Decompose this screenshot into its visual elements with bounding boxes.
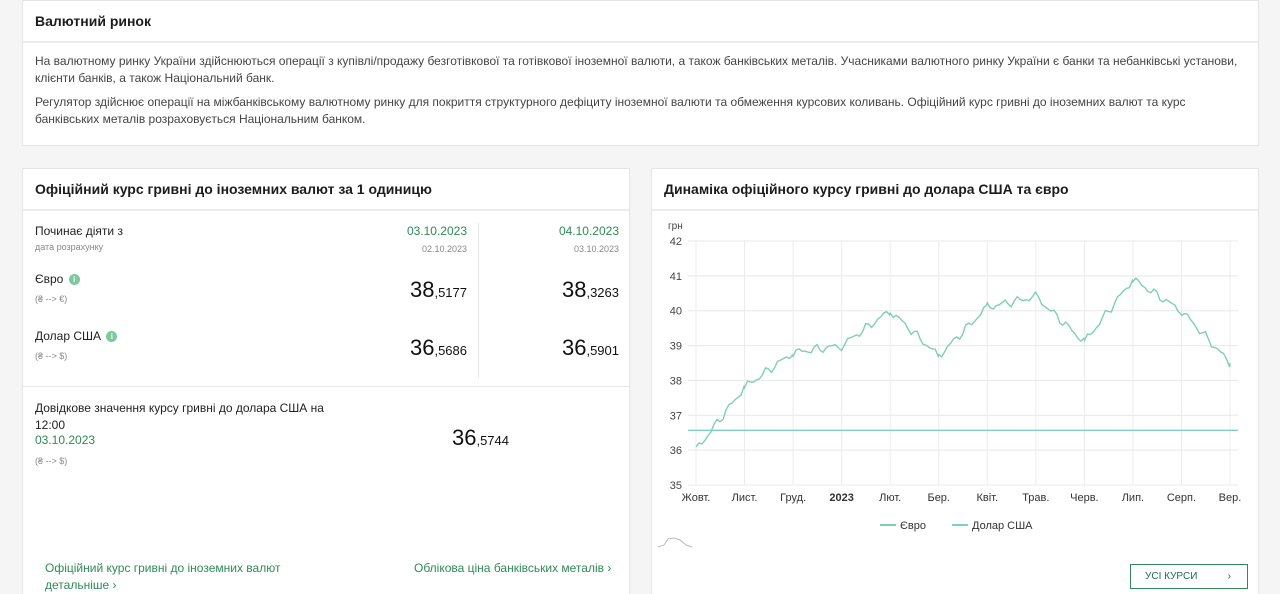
y-tick-label: 41	[670, 271, 682, 283]
usd-rate-col2-dec: ,5901	[586, 343, 619, 358]
usd-rate-col2: 36,5901	[515, 335, 619, 361]
usd-label: Долар США	[35, 329, 102, 343]
ref-rate-label: Довідкове значення курсу гривні до долар…	[35, 400, 335, 434]
x-tick-label: Лист.	[732, 492, 758, 504]
x-tick-label: Бер.	[927, 492, 950, 504]
y-tick-label: 38	[670, 375, 682, 387]
x-tick-label: Квіт.	[976, 492, 998, 504]
chevron-right-icon: ›	[1227, 571, 1231, 582]
bank-metals-link[interactable]: Облікова ціна банківських металів ›	[414, 561, 612, 575]
col2-calc-date: 03.10.2023	[573, 244, 619, 254]
y-tick-label: 35	[670, 480, 682, 492]
col1-effective-date: 03.10.2023	[406, 224, 467, 238]
info-icon[interactable]: i	[68, 274, 80, 286]
eur-label: Євро	[35, 272, 64, 286]
x-tick-label: Лют.	[879, 492, 901, 504]
usd-rate-col2-int: 36	[561, 335, 587, 360]
col1-calc-date: 02.10.2023	[421, 244, 467, 254]
info-icon[interactable]: i	[106, 331, 118, 343]
y-tick-label: 40	[670, 306, 682, 318]
y-tick-label: 42	[670, 236, 682, 248]
market-intro-title: Валютний ринок	[23, 1, 1258, 43]
usd-rate-col1-dec: ,5686	[434, 343, 467, 358]
official-rates-link-line1[interactable]: Офіційний курс гривні до іноземних валют	[45, 561, 281, 575]
ref-rate-label-line2: 12:00	[35, 418, 66, 432]
eur-rate-col1-int: 38	[409, 277, 435, 302]
market-intro-paragraph-2: Регулятор здійснює операції на міжбанків…	[35, 95, 1186, 126]
market-intro-card: Валютний ринок На валютному ринку Україн…	[22, 0, 1259, 146]
rate-dynamics-card: Динаміка офіційного курсу гривні до дола…	[651, 168, 1259, 594]
eur-rate-col1: 38,5177	[363, 277, 467, 303]
x-tick-label: Черв.	[1070, 492, 1098, 504]
eur-direction: (₴ --> €)	[35, 294, 68, 304]
usd-rate-col1: 36,5686	[363, 335, 467, 361]
ref-rate-value: 36,5744	[409, 425, 509, 451]
eur-rate-col2-int: 38	[561, 277, 587, 302]
eur-row-label: Євро i	[35, 272, 80, 286]
eur-rate-col1-dec: ,5177	[434, 285, 467, 300]
eur-rate-col2: 38,3263	[515, 277, 619, 303]
col2-effective-date: 04.10.2023	[558, 224, 619, 238]
x-tick-label: Трав.	[1022, 492, 1049, 504]
legend-label: Євро	[900, 520, 926, 532]
market-intro-paragraph-1: На валютному ринку України здійснюються …	[35, 54, 1238, 85]
ref-rate-label-line1: Довідкове значення курсу гривні до долар…	[35, 401, 324, 415]
eur-rate-col2-dec: ,3263	[586, 285, 619, 300]
calc-date-label: дата розрахунку	[35, 242, 104, 252]
navigator-sparkline	[657, 537, 693, 548]
x-tick-label: Лип.	[1122, 492, 1144, 504]
x-tick-label: Вер.	[1219, 492, 1242, 504]
y-tick-label: 39	[670, 341, 682, 353]
official-rates-link-line2[interactable]: детальніше ›	[45, 578, 117, 592]
x-tick-label: Серп.	[1167, 492, 1196, 504]
column-divider	[478, 223, 479, 378]
ref-rate-dec: ,5744	[476, 433, 509, 448]
rate-dynamics-chart: 35 36 37 38 39 40 41 42 Жовт. Лист. Груд. 2023 Лют. Б…	[657, 221, 1242, 548]
all-rates-button-label: УСІ КУРСИ	[1145, 571, 1198, 582]
ref-rate-date: 03.10.2023	[35, 433, 96, 447]
y-tick-label: 36	[670, 445, 682, 457]
official-rates-title: Офіційний курс гривні до іноземних валют…	[23, 169, 629, 211]
series-line-eur	[695, 276, 1231, 448]
y-tick-label: 37	[670, 410, 682, 422]
x-tick-label: Груд.	[780, 492, 806, 504]
y-axis-label: грн	[668, 221, 683, 232]
legend-label: Долар США	[972, 520, 1033, 532]
x-tick-label: Жовт.	[682, 492, 711, 504]
rate-dynamics-title: Динаміка офіційного курсу гривні до дола…	[652, 169, 1258, 211]
usd-rate-col1-int: 36	[409, 335, 435, 360]
all-rates-button[interactable]: УСІ КУРСИ ›	[1130, 564, 1248, 589]
ref-rate-int: 36	[451, 425, 477, 450]
effective-date-label: Починає діяти з	[35, 224, 123, 238]
x-tick-label: 2023	[829, 492, 853, 504]
section-divider	[23, 386, 631, 387]
usd-row-label: Долар США i	[35, 329, 118, 343]
official-rates-details-link[interactable]: Офіційний курс гривні до іноземних валют…	[45, 560, 280, 594]
usd-direction: (₴ --> $)	[35, 351, 68, 361]
ref-rate-direction: (₴ --> $)	[35, 456, 68, 466]
official-rates-card: Офіційний курс гривні до іноземних валют…	[22, 168, 631, 594]
